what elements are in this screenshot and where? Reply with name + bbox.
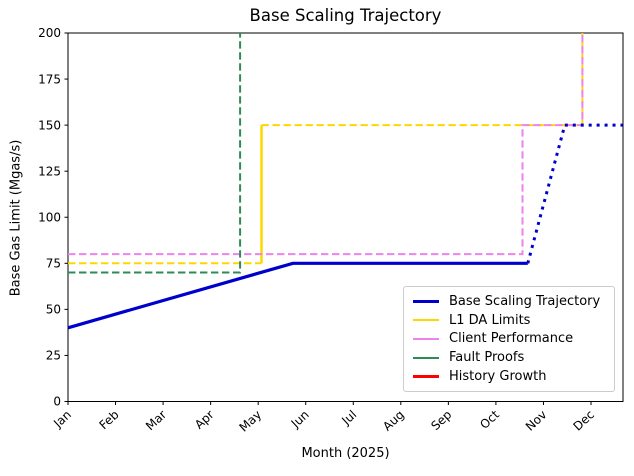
x-tick-label: May	[237, 407, 265, 434]
legend-item-l1-da-limits: L1 DA Limits	[404, 313, 614, 328]
legend-item-client-performance: Client Performance	[404, 331, 614, 346]
legend-label: L1 DA Limits	[449, 312, 531, 328]
y-tick-label: 125	[38, 164, 61, 178]
y-tick-label: 200	[38, 26, 61, 40]
y-tick-label: 25	[46, 349, 61, 363]
y-tick-label: 75	[46, 257, 61, 271]
legend-item-fault-proofs: Fault Proofs	[404, 350, 614, 365]
x-tick-label: Jul	[338, 407, 359, 428]
x-tick-label: Feb	[97, 407, 122, 432]
series-client-performance	[68, 33, 584, 256]
legend-line-sample	[413, 375, 439, 378]
x-tick-label: Mar	[143, 407, 169, 433]
series-base-scaling-trajectory-actual	[67, 261, 528, 330]
y-tick-label: 0	[53, 395, 61, 409]
legend-line-sample	[413, 337, 439, 341]
y-tick-label: 150	[38, 118, 61, 132]
x-tick-label: Jan	[50, 407, 74, 431]
legend-label: History Growth	[449, 369, 547, 385]
y-axis-label: Base Gas Limit (Mgas/s)	[8, 139, 24, 297]
y-tick-label: 175	[38, 72, 61, 86]
legend-line-sample	[413, 299, 439, 304]
series-fault-proofs	[68, 33, 242, 274]
x-tick-label: Sep	[428, 407, 454, 433]
x-tick-label: Apr	[192, 407, 217, 431]
x-tick-label: Oct	[477, 407, 502, 432]
legend-item-history-growth: History Growth	[404, 369, 614, 384]
x-tick-label: Jun	[288, 407, 312, 431]
y-tick-label: 50	[46, 303, 61, 317]
legend-label: Client Performance	[449, 331, 574, 347]
legend-item-base-scaling-trajectory: Base Scaling Trajectory	[404, 294, 614, 309]
series-base-scaling-trajectory-projected	[526, 123, 623, 264]
legend-line-sample	[413, 318, 439, 322]
series-l1-da-limits-raised	[261, 33, 584, 127]
chart-title: Base Scaling Trajectory	[249, 6, 442, 25]
legend-line-sample	[413, 356, 439, 360]
x-axis-label: Month (2025)	[301, 446, 390, 461]
x-tick-label: Aug	[380, 407, 407, 433]
legend: Base Scaling Trajectory L1 DA Limits Cli…	[403, 286, 615, 392]
y-tick-label: 100	[38, 210, 61, 224]
legend-label: Base Scaling Trajectory	[449, 293, 601, 309]
legend-label: Fault Proofs	[449, 350, 525, 366]
x-tick-label: Dec	[571, 407, 598, 433]
x-tick-label: Nov	[523, 407, 550, 433]
